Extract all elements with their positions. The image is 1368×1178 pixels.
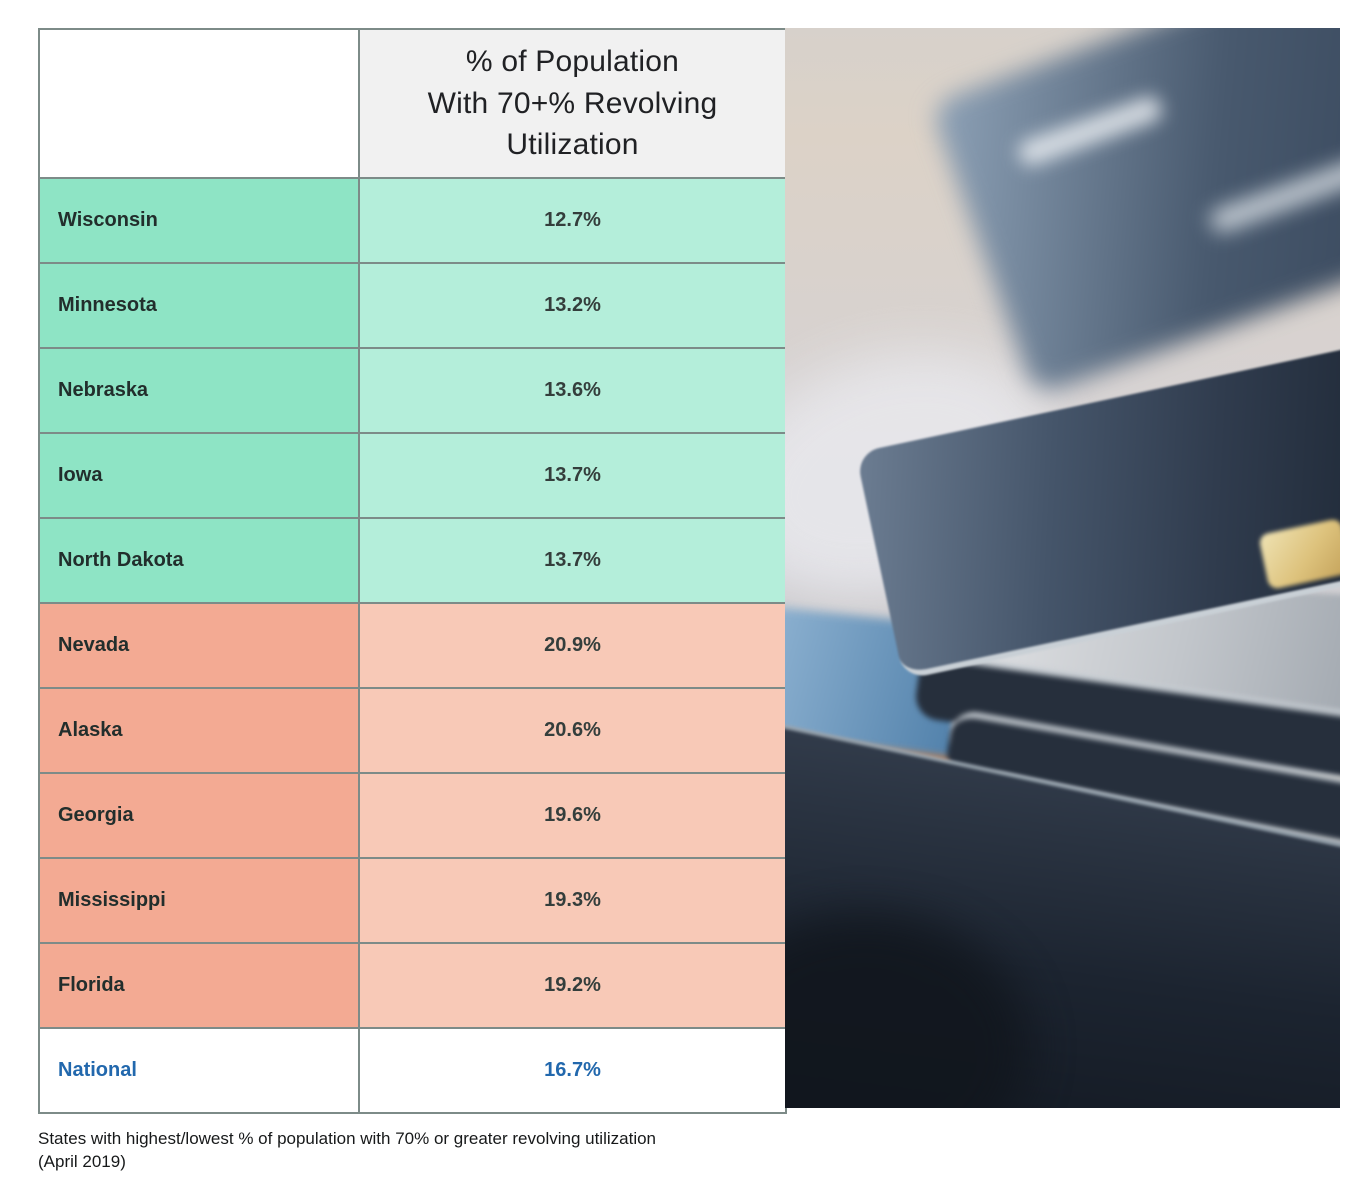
state-value-cell: 13.2% — [358, 262, 787, 349]
state-label-cell: Mississippi — [38, 857, 360, 944]
table-row: Minnesota 13.2% — [38, 262, 787, 349]
table-row: Wisconsin 12.7% — [38, 177, 787, 264]
state-value-cell: 20.6% — [358, 687, 787, 774]
state-value-cell: 13.7% — [358, 517, 787, 604]
national-value-cell: 16.7% — [358, 1027, 787, 1114]
table-row: North Dakota 13.7% — [38, 517, 787, 604]
state-value-cell: 19.2% — [358, 942, 787, 1029]
national-label-cell: National — [38, 1027, 360, 1114]
header-row: % of Population With 70+% Revolving Util… — [38, 28, 787, 179]
state-label-cell: Nevada — [38, 602, 360, 689]
state-value-cell: 13.6% — [358, 347, 787, 434]
table-row: Nebraska 13.6% — [38, 347, 787, 434]
state-label-cell: North Dakota — [38, 517, 360, 604]
state-label-cell: Georgia — [38, 772, 360, 859]
state-value-cell: 19.3% — [358, 857, 787, 944]
column-header: % of Population With 70+% Revolving Util… — [358, 28, 787, 179]
table-row: Alaska 20.6% — [38, 687, 787, 774]
credit-card-stack-photo — [785, 28, 1340, 1108]
header-line-1: % of Population — [465, 45, 680, 79]
state-value-cell: 19.6% — [358, 772, 787, 859]
table-row: Mississippi 19.3% — [38, 857, 787, 944]
caption-line-1: States with highest/lowest % of populati… — [38, 1129, 657, 1148]
table-row: Nevada 20.9% — [38, 602, 787, 689]
state-value-cell: 13.7% — [358, 432, 787, 519]
header-line-2: With 70+% Revolving — [427, 86, 718, 120]
state-label-cell: Iowa — [38, 432, 360, 519]
utilization-table: % of Population With 70+% Revolving Util… — [38, 28, 787, 1114]
caption-line-2: (April 2019) — [38, 1151, 126, 1171]
table-row: Iowa 13.7% — [38, 432, 787, 519]
state-label-cell: Nebraska — [38, 347, 360, 434]
table-row-national: National 16.7% — [38, 1027, 787, 1114]
state-value-cell: 20.9% — [358, 602, 787, 689]
state-label-cell: Wisconsin — [38, 177, 360, 264]
header-line-3: Utilization — [506, 128, 639, 162]
state-label-cell: Florida — [38, 942, 360, 1029]
blank-cell — [38, 28, 360, 179]
state-label-cell: Alaska — [38, 687, 360, 774]
table-row: Georgia 19.6% — [38, 772, 787, 859]
table-row: Florida 19.2% — [38, 942, 787, 1029]
source-caption: States with highest/lowest % of populati… — [38, 1128, 758, 1174]
state-label-cell: Minnesota — [38, 262, 360, 349]
state-value-cell: 12.7% — [358, 177, 787, 264]
